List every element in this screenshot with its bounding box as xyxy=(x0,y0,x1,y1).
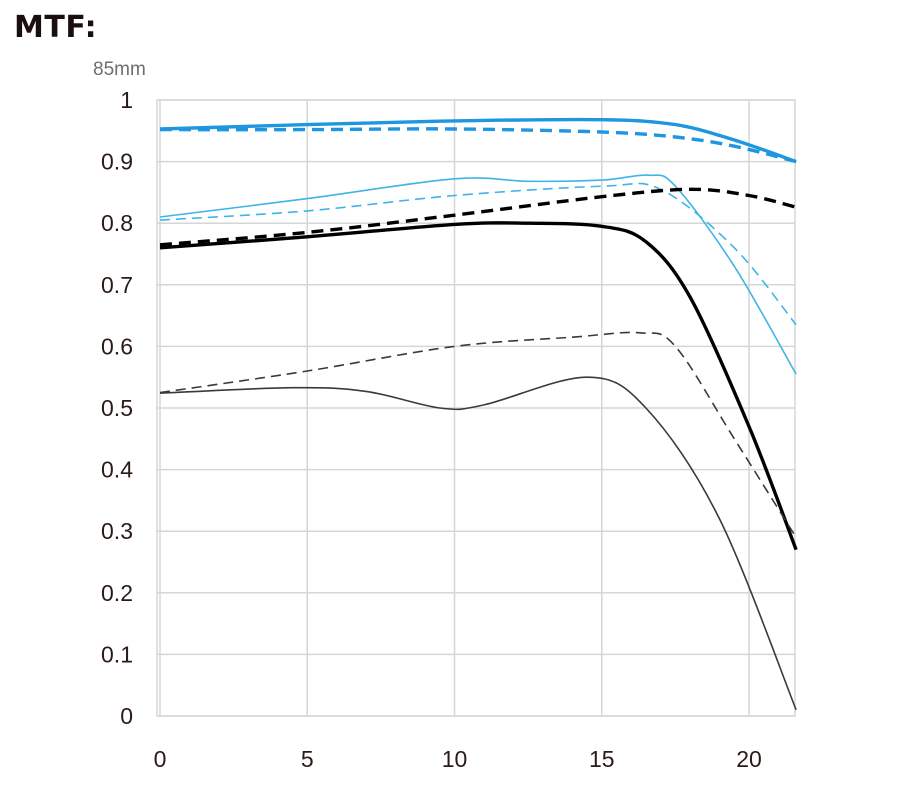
y-tick-label: 0.6 xyxy=(101,333,133,359)
x-tick-label: 20 xyxy=(736,746,762,772)
x-tick-label: 15 xyxy=(589,746,615,772)
x-axis-ticks: 0 5 10 15 20 xyxy=(154,746,762,772)
series-line-8 xyxy=(159,376,797,711)
grid-lines xyxy=(157,99,795,717)
y-tick-label: 0.9 xyxy=(101,149,133,175)
y-tick-label: 0.5 xyxy=(101,395,133,421)
x-tick-label: 0 xyxy=(154,746,167,772)
series-line-4 xyxy=(159,182,797,326)
y-tick-label: 0.1 xyxy=(101,641,133,667)
series-line-2 xyxy=(159,127,797,164)
y-tick-label: 1 xyxy=(120,87,133,113)
x-tick-label: 5 xyxy=(301,746,314,772)
y-tick-label: 0.8 xyxy=(101,210,133,236)
y-tick-label: 0.7 xyxy=(101,272,133,298)
series-line-7 xyxy=(159,331,797,538)
y-tick-label: 0 xyxy=(120,703,133,729)
series-line-5 xyxy=(159,221,798,551)
series-lines xyxy=(159,117,798,711)
y-tick-label: 0.3 xyxy=(101,518,133,544)
y-tick-label: 0.2 xyxy=(101,580,133,606)
chart-subtitle: 85mm xyxy=(93,59,146,80)
series-line-3 xyxy=(159,174,797,375)
y-tick-label: 0.4 xyxy=(101,457,133,483)
x-tick-label: 10 xyxy=(442,746,468,772)
page-title: MTF: xyxy=(14,10,98,45)
series-line-6 xyxy=(159,187,797,247)
series-line-1 xyxy=(159,117,797,164)
y-axis-ticks: 0 0.1 0.2 0.3 0.4 0.5 0.6 0.7 0.8 0.9 1 xyxy=(101,87,133,729)
